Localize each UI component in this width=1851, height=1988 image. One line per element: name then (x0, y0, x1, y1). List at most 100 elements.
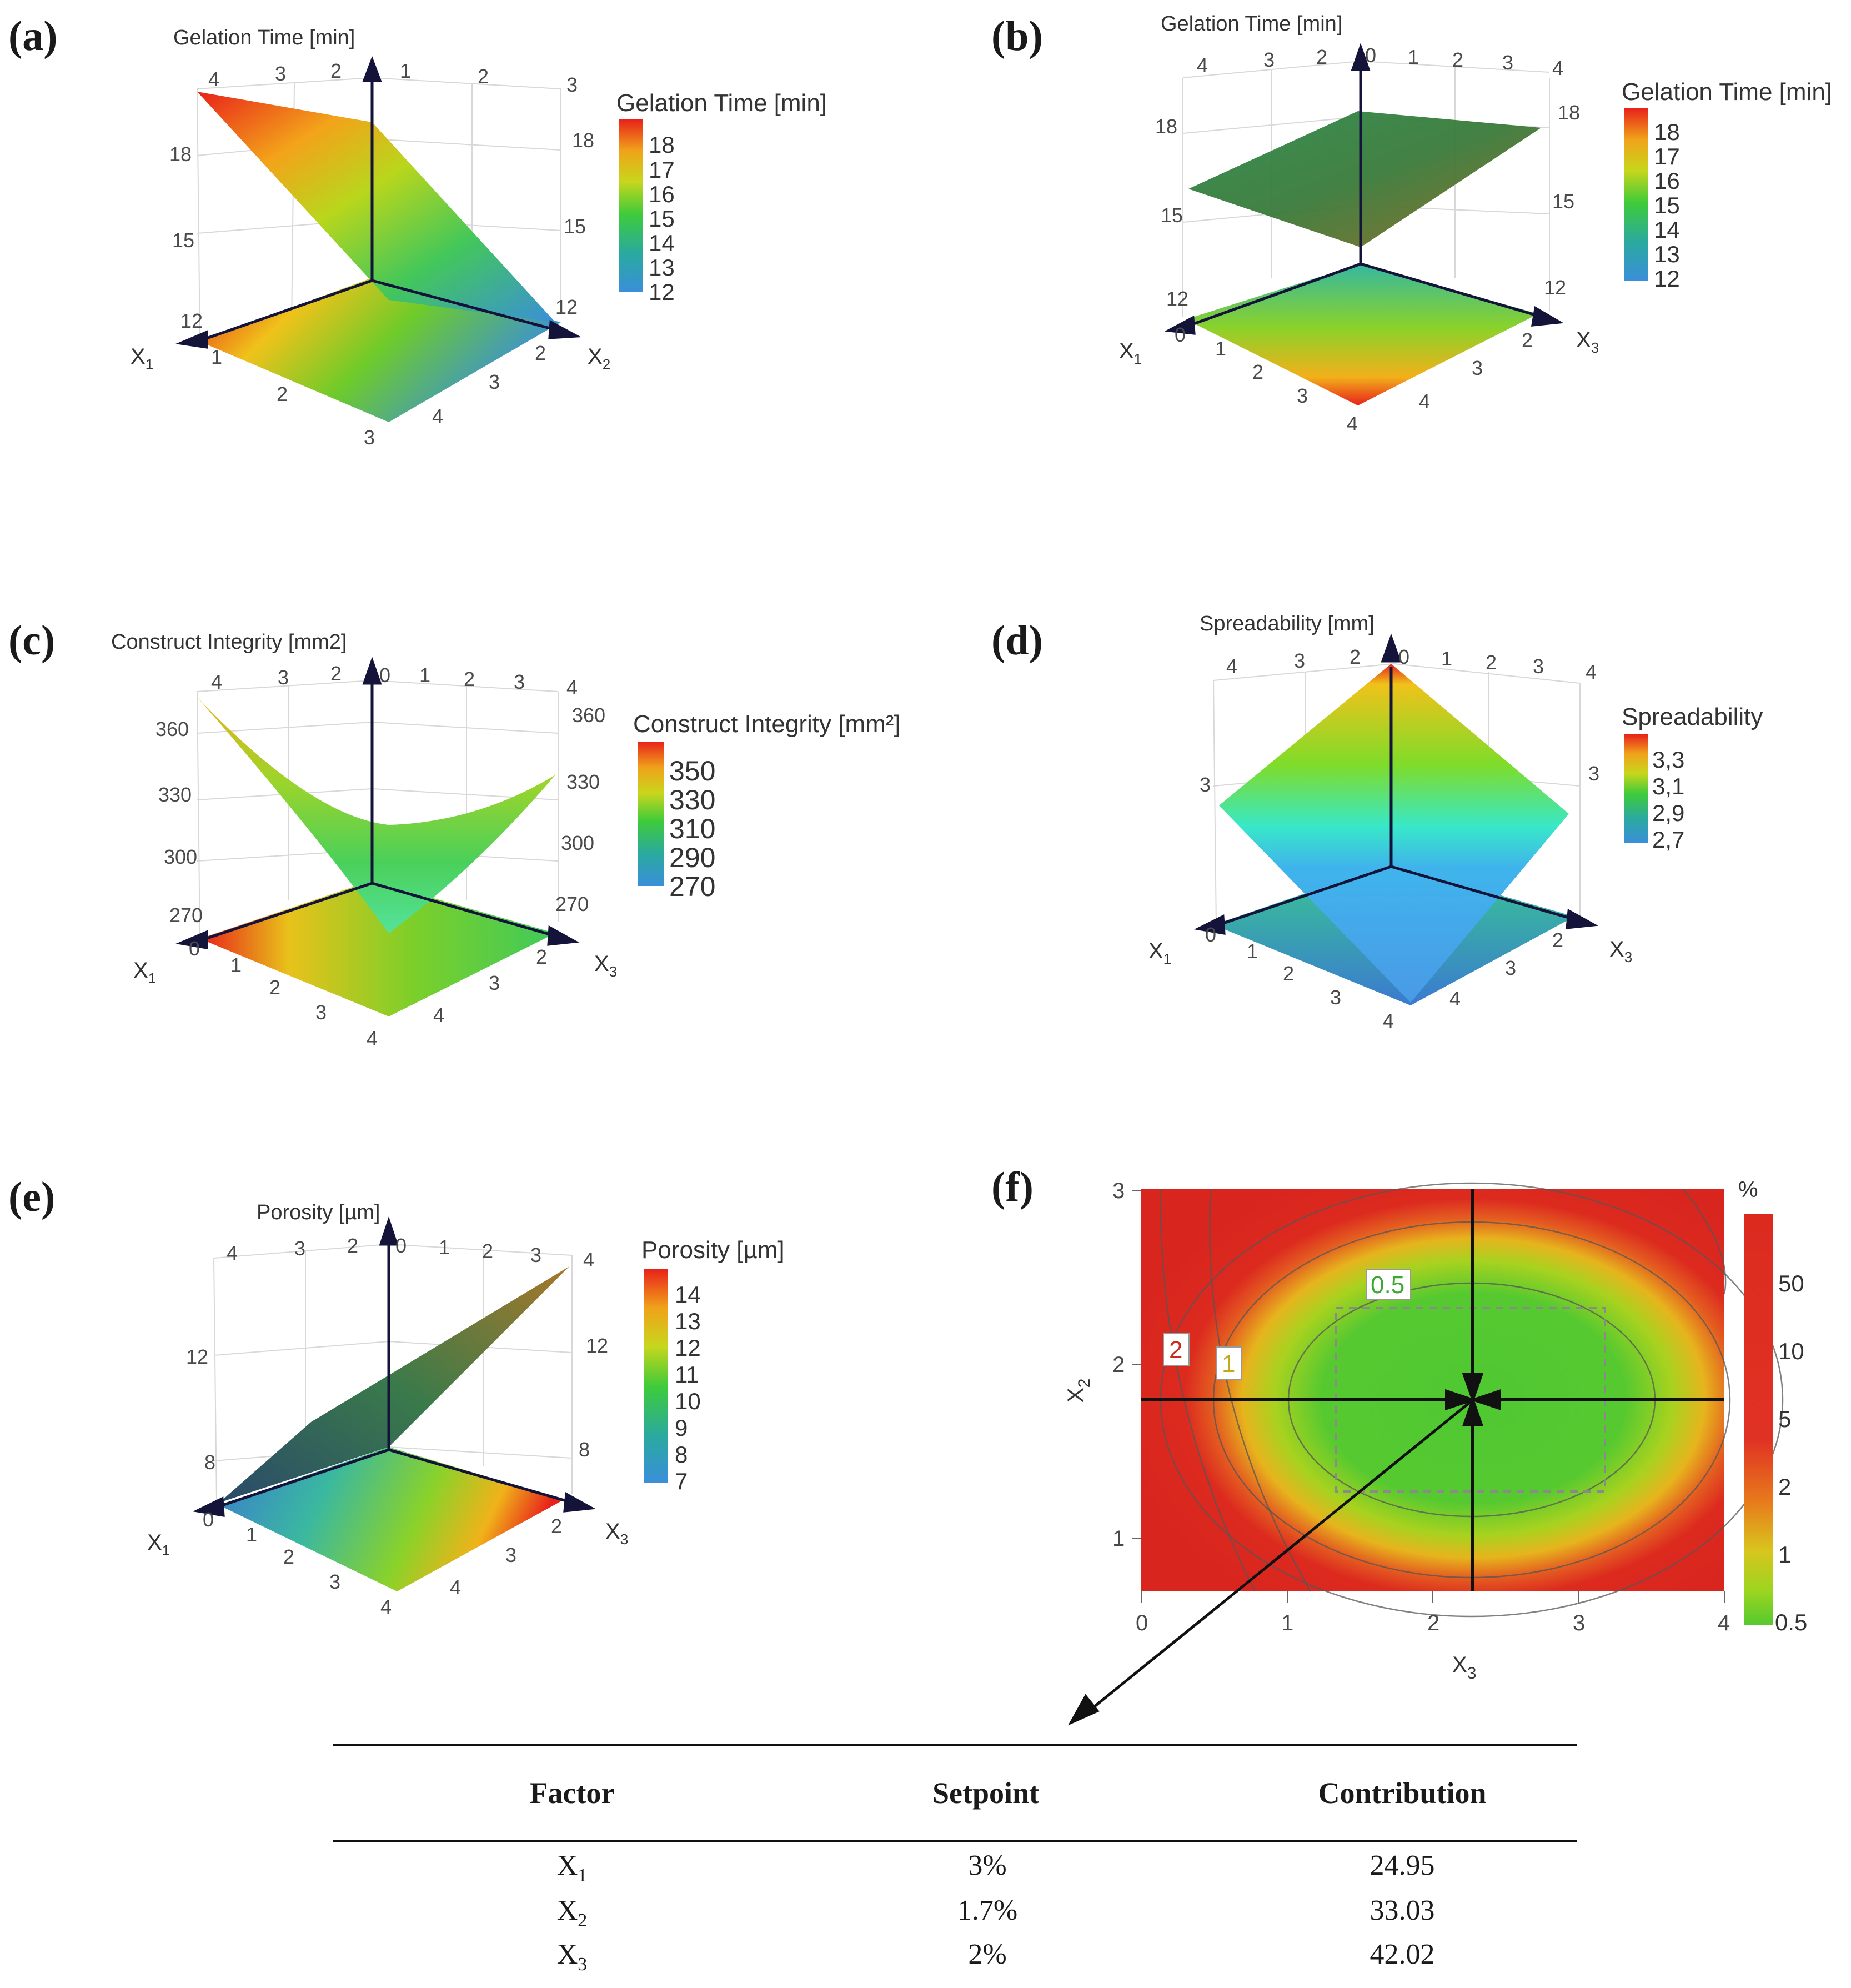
panel-f-colorbar-tick: 2 (1778, 1474, 1791, 1500)
panel-b-ztick-right: 12 (1544, 276, 1566, 299)
panel-a-x1-tick: 3 (364, 426, 375, 449)
panel-c-x1-tick: 2 (269, 976, 280, 999)
panel-e-x3-arrow (563, 1491, 596, 1513)
panel-c-z-arrow (362, 657, 382, 685)
panel-f-xtick: 4 (1718, 1611, 1730, 1635)
panel-a: (a) Gelation Time [min] 18 15 1 (8, 13, 827, 449)
table-cell-setpoint: 2% (968, 1939, 1006, 1970)
panel-e-colorbar-tick: 9 (675, 1415, 688, 1441)
table-header-factor: Factor (530, 1776, 615, 1810)
panel-a-colorbar-tick: 16 (649, 181, 675, 207)
panel-e-floor-surface (219, 1447, 564, 1591)
panel-f-colorbar-tick: 0.5 (1775, 1609, 1807, 1635)
panel-b-toptick: 0 (1365, 44, 1376, 67)
table-cell-setpoint: 3% (968, 1850, 1006, 1881)
panel-c-colorbar-title: Construct Integrity [mm²] (633, 710, 901, 738)
panel-d-colorbar: Spreadability 3,3 3,1 2,9 2,7 (1622, 703, 1763, 853)
table-cell-setpoint: 1.7% (957, 1895, 1017, 1926)
panel-d-x3-arrow (1566, 908, 1599, 929)
panel-b-colorbar-tick: 14 (1654, 217, 1680, 243)
panel-d-x1-tick: 1 (1247, 940, 1258, 963)
panel-b-ztick-left: 15 (1161, 204, 1183, 227)
panel-e-colorbar-tick: 10 (675, 1388, 701, 1414)
panel-d-z-arrow (1381, 633, 1402, 663)
panel-a-x1-label: X1 (131, 344, 153, 373)
panel-d-x3-axis (1391, 865, 1575, 921)
panel-d-colorbar-tick: 2,9 (1652, 800, 1684, 826)
panel-b-ztick-right: 15 (1552, 190, 1574, 213)
panel-a-ztick-left: 18 (169, 143, 192, 166)
panel-e: (e) Porosity [µm] 12 8 12 (8, 1174, 785, 1618)
panel-b-x1-label: X1 (1119, 339, 1142, 367)
panel-b-z-title: Gelation Time [min] (1161, 12, 1342, 36)
panel-b-colorbar-title: Gelation Time [min] (1622, 78, 1832, 106)
panel-a-x2-arrow (548, 319, 581, 339)
table-cell-factor: X3 (557, 1939, 588, 1975)
panel-d-x1-tick: 2 (1283, 962, 1294, 985)
panel-c: (c) Construct Integrity [mm2] (8, 617, 901, 1050)
panel-b-ztick-right: 18 (1558, 101, 1580, 124)
panel-a-x2-axis (372, 279, 559, 332)
panel-f-contour-label: 2 (1163, 1333, 1190, 1366)
panel-c-colorbar-tick: 350 (669, 755, 715, 787)
svg-text:1: 1 (1222, 1350, 1235, 1378)
panel-e-toptick: 3 (530, 1244, 541, 1266)
panel-b-x3-tick: 3 (1472, 357, 1483, 379)
table-cell-factor: X2 (557, 1895, 588, 1931)
panel-e-colorbar-tick: 13 (675, 1308, 701, 1334)
panel-a-x1-axis (197, 279, 373, 343)
panel-e-toptick: 3 (294, 1237, 305, 1260)
panel-e-x1-tick: 0 (203, 1508, 214, 1531)
panel-c-x1-tick: 1 (230, 954, 242, 977)
panel-d-toptick: 2 (1486, 651, 1497, 674)
panel-f-xtick: 3 (1573, 1611, 1585, 1635)
panel-f-colorbar-unit: % (1738, 1178, 1758, 1202)
panel-e-toptick: 4 (227, 1241, 238, 1264)
panel-c-x1-label: X1 (133, 958, 156, 987)
panel-d-x3-label: X3 (1609, 937, 1632, 965)
panel-c-label: (c) (8, 617, 55, 664)
panel-b-ztick-left: 18 (1155, 115, 1177, 138)
panel-e-x3-axis (388, 1448, 573, 1504)
table-cell-contribution: 33.03 (1370, 1895, 1435, 1926)
panel-d-x1-arrow (1194, 914, 1226, 935)
panel-a-toptick: 3 (566, 73, 578, 96)
panel-c-ztick-right: 360 (572, 704, 605, 727)
panel-e-x3-tick: 2 (551, 1515, 562, 1538)
panel-a-ztick-right: 12 (555, 296, 578, 318)
panel-b-colorbar-tick: 13 (1654, 241, 1680, 267)
panel-e-colorbar-tick: 11 (675, 1361, 699, 1388)
panel-a-toptick: 4 (208, 68, 219, 91)
panel-c-toptick: 0 (379, 664, 390, 687)
setpoint-table: Factor Setpoint Contribution X1 3% 24.95… (333, 1744, 1577, 1975)
panel-c-x3-tick: 3 (489, 972, 500, 994)
panel-e-ztick-left: 12 (186, 1345, 208, 1368)
panel-e-colorbar: Porosity [µm] 14 13 12 11 10 9 8 7 (641, 1236, 785, 1494)
panel-a-z-arrow (362, 56, 382, 82)
svg-text:2: 2 (1169, 1336, 1182, 1364)
panel-c-ztick-left: 330 (158, 783, 192, 806)
panel-c-ztick-left: 270 (169, 904, 203, 927)
panel-e-x1-tick: 2 (283, 1545, 294, 1568)
panel-c-colorbar-tick: 330 (669, 784, 715, 815)
panel-c-x1-arrow (175, 930, 208, 949)
panel-d: (d) Spreadability [mm] 3 3 4 3 2 (991, 612, 1763, 1032)
panel-d-response-surface (1219, 664, 1569, 1003)
panel-a-response-surface (197, 92, 555, 322)
panel-f-pointer-arrow (1068, 1694, 1100, 1726)
panel-b-x1-arrow (1164, 315, 1196, 335)
panel-b-x1-tick: 0 (1175, 323, 1186, 346)
svg-text:0.5: 0.5 (1371, 1271, 1404, 1299)
panel-b-colorbar: Gelation Time [min] 18 17 16 15 14 13 12 (1622, 78, 1832, 292)
panel-e-x1-arrow (192, 1496, 225, 1517)
panel-c-ztick-right: 330 (566, 770, 600, 793)
panel-b-floor-surface (1186, 264, 1538, 405)
panel-f-crosshair-arrow (1462, 1395, 1484, 1426)
panel-e-x1-tick: 1 (246, 1523, 257, 1546)
panel-f-colorbar-tick: 5 (1778, 1406, 1791, 1432)
panel-b-x1-tick: 2 (1252, 360, 1263, 383)
panel-c-toptick: 1 (419, 664, 430, 687)
panel-b-toptick: 3 (1263, 48, 1275, 71)
panel-a-ztick-right: 18 (572, 129, 594, 152)
